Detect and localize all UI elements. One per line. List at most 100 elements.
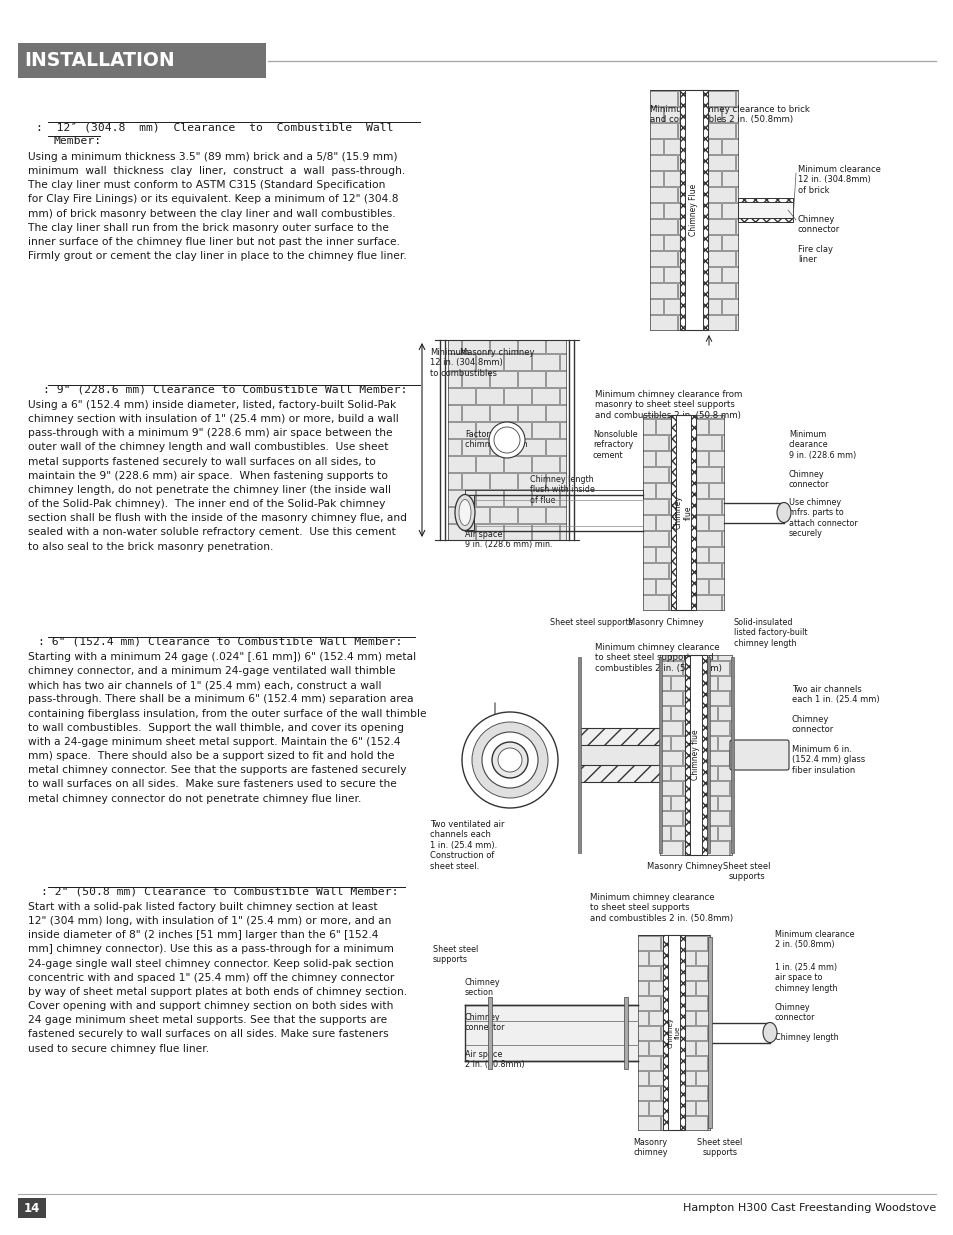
Bar <box>517 508 544 522</box>
Bar <box>696 419 707 433</box>
Bar <box>642 419 655 433</box>
Text: Two ventilated air
channels each
1 in. (25.4 mm).
Construction of
sheet steel.: Two ventilated air channels each 1 in. (… <box>430 820 504 871</box>
Text: Chimney
connector: Chimney connector <box>788 471 828 489</box>
Text: Use chimney
mfrs. parts to
attach connector
securely: Use chimney mfrs. parts to attach connec… <box>788 498 857 538</box>
Bar <box>659 766 669 781</box>
Bar <box>721 531 723 546</box>
Bar <box>670 736 684 750</box>
Bar <box>670 766 684 781</box>
Bar <box>649 283 677 298</box>
Text: Sheet steel
supports: Sheet steel supports <box>433 945 477 965</box>
Text: Chimney length: Chimney length <box>774 1032 838 1042</box>
Bar <box>735 91 738 106</box>
Bar <box>729 811 731 825</box>
Bar <box>448 490 475 506</box>
Bar <box>682 781 684 795</box>
Bar <box>490 473 517 489</box>
Ellipse shape <box>776 503 790 522</box>
Bar <box>668 435 670 450</box>
Bar <box>738 219 792 222</box>
Text: : 9" (228.6 mm) Clearance to Combustible Wall Member:: : 9" (228.6 mm) Clearance to Combustible… <box>43 385 407 395</box>
Bar <box>642 547 655 562</box>
Bar <box>638 1011 647 1025</box>
Bar <box>718 676 731 690</box>
Bar <box>682 841 684 855</box>
Bar <box>707 90 738 330</box>
Bar <box>659 736 669 750</box>
Bar <box>684 966 706 981</box>
Text: Member:: Member: <box>54 136 102 146</box>
Bar <box>721 170 738 186</box>
Bar <box>490 405 517 421</box>
Bar <box>648 1011 662 1025</box>
Bar <box>729 751 731 764</box>
Bar <box>738 203 792 219</box>
Text: Chimney
connector: Chimney connector <box>774 1003 815 1023</box>
Bar <box>679 90 684 330</box>
Bar <box>642 483 655 498</box>
Text: 1 in. (25.4 mm)
air space to
chimney length: 1 in. (25.4 mm) air space to chimney len… <box>774 963 837 993</box>
Text: Sheet steel supports: Sheet steel supports <box>550 618 633 627</box>
Bar <box>448 340 565 540</box>
Bar <box>738 198 792 203</box>
Bar <box>707 251 734 266</box>
Bar <box>448 388 475 404</box>
Text: : 6" (152.4 mm) Clearance to Combustible Wall Member:: : 6" (152.4 mm) Clearance to Combustible… <box>38 637 402 647</box>
Bar <box>545 508 565 522</box>
Bar <box>517 405 544 421</box>
Bar <box>663 203 679 219</box>
Bar <box>684 1026 706 1040</box>
Bar <box>696 951 709 965</box>
Circle shape <box>492 742 527 778</box>
Bar <box>532 524 558 540</box>
Bar <box>545 405 565 421</box>
Bar <box>649 251 677 266</box>
Text: Using a 6" (152.4 mm) inside diameter, listed, factory-built Solid-Pak
chimney s: Using a 6" (152.4 mm) inside diameter, l… <box>28 400 407 552</box>
Bar <box>706 706 717 720</box>
Bar <box>649 156 677 170</box>
Bar <box>648 1041 662 1055</box>
Bar <box>461 473 489 489</box>
Text: Minimum clearance
12 in. (304.8mm)
of brick: Minimum clearance 12 in. (304.8mm) of br… <box>797 165 880 195</box>
Bar <box>696 483 707 498</box>
Bar <box>659 657 661 853</box>
Text: Chimney
connector: Chimney connector <box>797 215 840 235</box>
Bar <box>532 422 558 438</box>
Bar <box>707 203 720 219</box>
Bar <box>706 781 728 795</box>
Bar <box>707 156 734 170</box>
Bar <box>670 415 676 610</box>
Bar <box>707 283 734 298</box>
Bar <box>729 721 731 735</box>
Bar <box>659 781 681 795</box>
Bar <box>707 170 720 186</box>
Bar <box>730 657 733 853</box>
Bar <box>684 1116 706 1130</box>
Bar <box>684 1011 695 1025</box>
Bar <box>448 524 475 540</box>
Bar <box>517 340 544 353</box>
Bar <box>642 531 667 546</box>
Bar <box>545 340 565 353</box>
Bar <box>642 415 670 610</box>
Bar <box>461 370 489 387</box>
Bar <box>718 826 731 840</box>
Bar <box>638 1086 659 1100</box>
Bar <box>706 655 731 855</box>
Bar <box>663 235 679 249</box>
Bar <box>707 124 734 138</box>
Bar <box>706 692 728 705</box>
Bar <box>684 1071 695 1086</box>
Bar <box>678 283 679 298</box>
Text: Chimney
connector: Chimney connector <box>791 715 833 735</box>
Bar <box>706 766 717 781</box>
Text: Minimum clearance
2 in. (50.8mm): Minimum clearance 2 in. (50.8mm) <box>774 930 854 950</box>
Bar <box>659 826 669 840</box>
Bar <box>638 1100 647 1115</box>
Bar <box>718 797 731 810</box>
Bar <box>696 435 720 450</box>
Text: Chimney length
flush with inside
of flue: Chimney length flush with inside of flue <box>530 475 595 505</box>
Bar <box>721 299 738 314</box>
Bar <box>648 981 662 995</box>
Bar <box>718 766 731 781</box>
